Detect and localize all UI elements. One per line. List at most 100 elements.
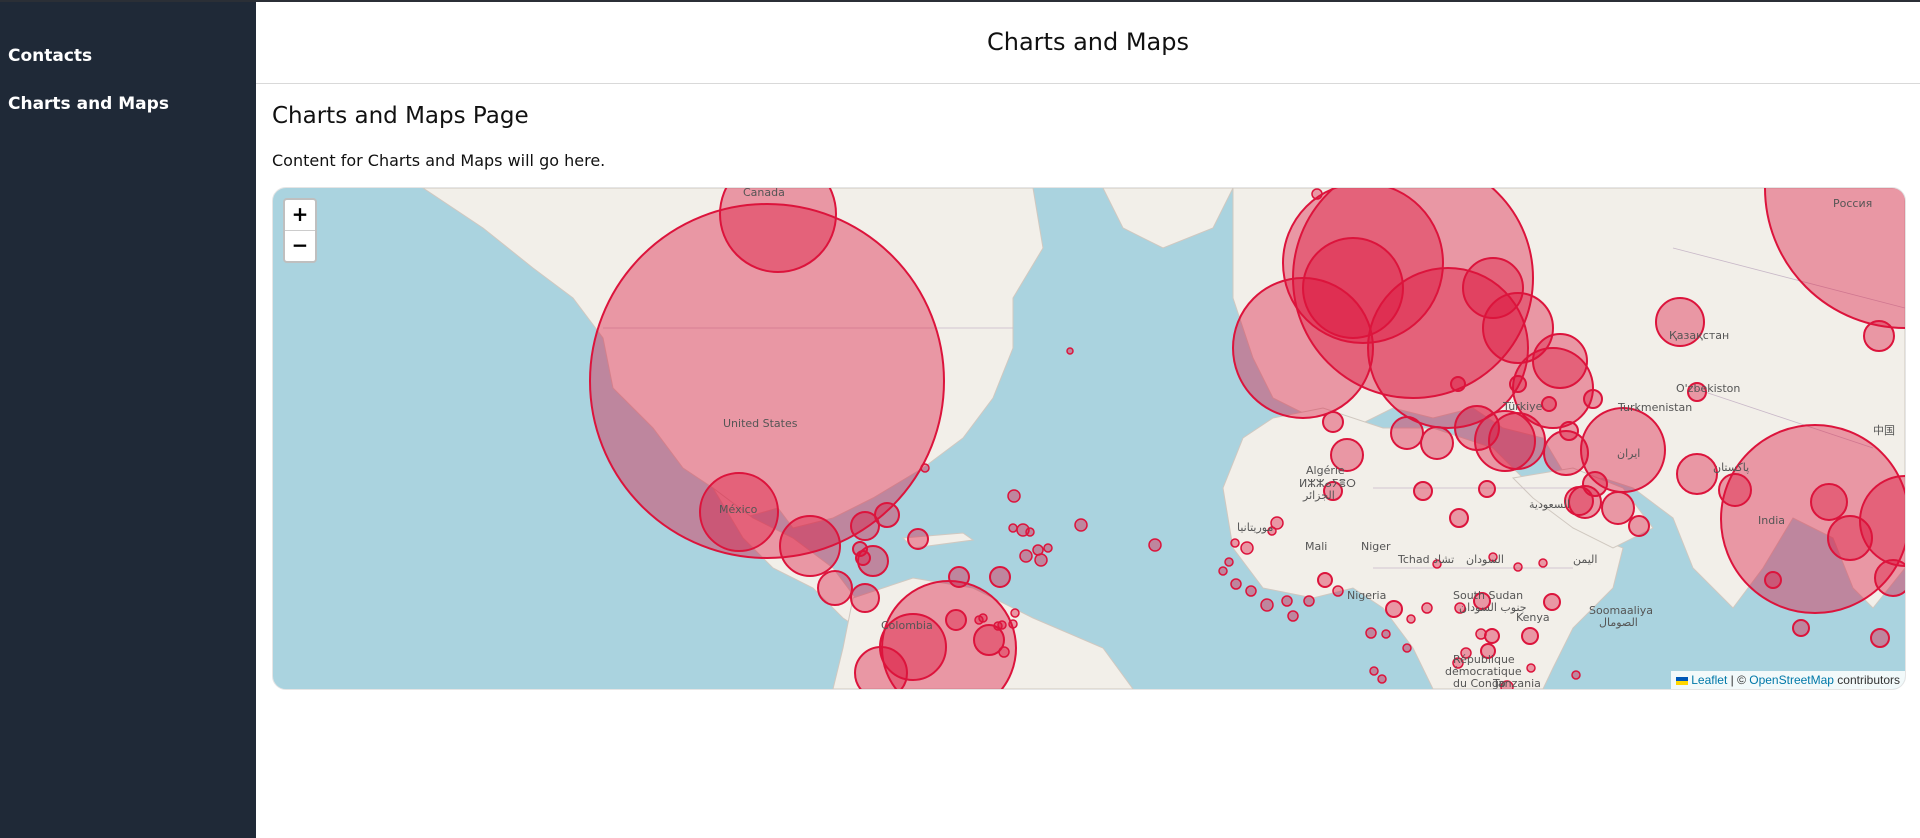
data-bubble[interactable] xyxy=(1034,553,1048,567)
data-bubble[interactable] xyxy=(1541,396,1557,412)
leaflet-link[interactable]: Leaflet xyxy=(1691,673,1728,687)
data-bubble[interactable] xyxy=(1369,666,1379,676)
data-bubble[interactable] xyxy=(1655,297,1705,347)
data-bubble[interactable] xyxy=(1718,473,1752,507)
data-bubble[interactable] xyxy=(1538,558,1548,568)
data-bubble[interactable] xyxy=(1810,483,1848,521)
data-bubble[interactable] xyxy=(1460,647,1472,659)
sidebar-item-charts-and-maps[interactable]: Charts and Maps xyxy=(8,94,169,114)
zoom-out-button[interactable]: − xyxy=(291,233,309,257)
data-bubble[interactable] xyxy=(1381,629,1391,639)
data-bubble[interactable] xyxy=(1019,549,1033,563)
data-bubble[interactable] xyxy=(1568,485,1602,519)
data-bubble[interactable] xyxy=(989,566,1011,588)
data-bubble[interactable] xyxy=(1628,515,1650,537)
data-bubble[interactable] xyxy=(1367,267,1529,429)
data-bubble[interactable] xyxy=(1377,674,1387,684)
data-bubble[interactable] xyxy=(1450,376,1466,392)
data-bubble[interactable] xyxy=(1032,544,1044,556)
data-bubble[interactable] xyxy=(1270,516,1284,530)
data-bubble[interactable] xyxy=(1317,572,1333,588)
data-bubble[interactable] xyxy=(855,550,871,566)
data-bubble[interactable] xyxy=(1764,188,1905,329)
data-bubble[interactable] xyxy=(1482,292,1554,364)
data-bubble[interactable] xyxy=(1452,657,1464,669)
data-bubble[interactable] xyxy=(1218,566,1228,576)
data-bubble[interactable] xyxy=(1526,663,1536,673)
data-bubble[interactable] xyxy=(817,570,853,606)
data-bubble[interactable] xyxy=(1148,538,1162,552)
data-bubble[interactable] xyxy=(1687,382,1707,402)
data-bubble[interactable] xyxy=(1432,559,1442,569)
data-bubble[interactable] xyxy=(1413,481,1433,501)
data-bubble[interactable] xyxy=(1863,320,1895,352)
data-bubble[interactable] xyxy=(1421,602,1433,614)
data-bubble[interactable] xyxy=(907,528,929,550)
data-bubble[interactable] xyxy=(1859,475,1905,567)
data-bubble[interactable] xyxy=(1792,619,1810,637)
data-bubble[interactable] xyxy=(854,646,908,689)
data-bubble[interactable] xyxy=(1230,538,1240,548)
data-bubble[interactable] xyxy=(1224,557,1234,567)
data-bubble[interactable] xyxy=(1245,585,1257,597)
data-bubble[interactable] xyxy=(1406,614,1416,624)
data-bubble[interactable] xyxy=(1281,595,1293,607)
zoom-in-button[interactable]: + xyxy=(285,200,315,231)
data-bubble[interactable] xyxy=(1282,188,1444,344)
data-bubble[interactable] xyxy=(973,624,1005,656)
data-bubble[interactable] xyxy=(1513,562,1523,572)
data-bubble[interactable] xyxy=(589,203,945,559)
data-bubble[interactable] xyxy=(1870,628,1890,648)
data-bubble[interactable] xyxy=(1332,585,1344,597)
data-bubble[interactable] xyxy=(1287,610,1299,622)
data-bubble[interactable] xyxy=(1543,430,1589,476)
data-bubble[interactable] xyxy=(1473,592,1491,610)
data-bubble[interactable] xyxy=(1240,541,1254,555)
data-bubble[interactable] xyxy=(1474,410,1536,472)
data-bubble[interactable] xyxy=(945,609,967,631)
data-bubble[interactable] xyxy=(1010,608,1020,618)
data-bubble[interactable] xyxy=(1559,421,1579,441)
data-bubble[interactable] xyxy=(779,515,841,577)
data-bubble[interactable] xyxy=(1074,518,1088,532)
sidebar-item-contacts[interactable]: Contacts xyxy=(8,46,93,66)
data-bubble[interactable] xyxy=(1420,426,1454,460)
data-bubble[interactable] xyxy=(1008,619,1018,629)
data-bubble[interactable] xyxy=(1008,523,1018,533)
data-bubble[interactable] xyxy=(1330,438,1364,472)
data-bubble[interactable] xyxy=(1488,552,1498,562)
data-bubble[interactable] xyxy=(1311,188,1323,200)
data-bubble[interactable] xyxy=(1764,571,1782,589)
data-bubble[interactable] xyxy=(850,511,880,541)
data-bubble[interactable] xyxy=(1385,600,1403,618)
data-bubble[interactable] xyxy=(1323,481,1343,501)
data-bubble[interactable] xyxy=(1583,389,1603,409)
data-bubble[interactable] xyxy=(1571,670,1581,680)
data-bubble[interactable] xyxy=(699,472,779,552)
data-bubble[interactable] xyxy=(1475,628,1487,640)
openstreetmap-link[interactable]: OpenStreetMap xyxy=(1749,673,1834,687)
data-bubble[interactable] xyxy=(1025,527,1035,537)
data-bubble[interactable] xyxy=(974,615,984,625)
data-bubble[interactable] xyxy=(1484,628,1500,644)
data-bubble[interactable] xyxy=(1066,347,1074,355)
data-bubble[interactable] xyxy=(1230,578,1242,590)
data-bubble[interactable] xyxy=(1454,602,1466,614)
data-bubble[interactable] xyxy=(1488,412,1546,470)
data-bubble[interactable] xyxy=(1390,416,1424,450)
data-bubble[interactable] xyxy=(1509,375,1527,393)
data-bubble[interactable] xyxy=(1543,593,1561,611)
data-bubble[interactable] xyxy=(1260,598,1274,612)
data-bubble[interactable] xyxy=(1521,627,1539,645)
data-bubble[interactable] xyxy=(1676,453,1718,495)
data-bubble[interactable] xyxy=(1007,489,1021,503)
data-bubble[interactable] xyxy=(1267,526,1277,536)
data-bubble[interactable] xyxy=(719,188,837,273)
data-bubble[interactable] xyxy=(998,646,1010,658)
data-bubble[interactable] xyxy=(1454,405,1500,451)
data-bubble[interactable] xyxy=(1402,643,1412,653)
data-bubble[interactable] xyxy=(1478,480,1496,498)
data-bubble[interactable] xyxy=(1720,424,1905,614)
data-bubble[interactable] xyxy=(850,583,880,613)
data-bubble[interactable] xyxy=(920,463,930,473)
